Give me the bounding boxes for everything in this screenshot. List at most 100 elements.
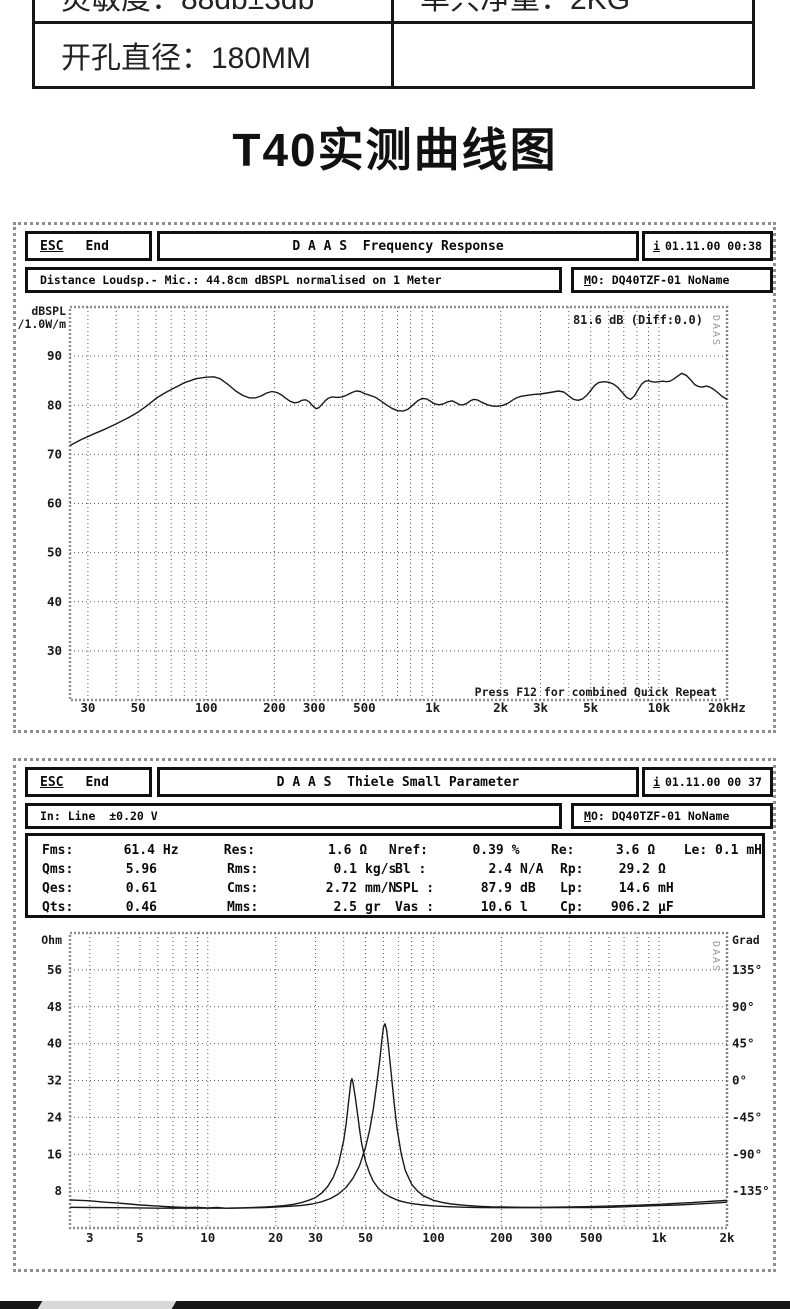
grid	[70, 933, 728, 1228]
ts-param-label: Lp:	[560, 881, 584, 896]
ts-param-label: Le: 0.1 mH	[683, 843, 762, 858]
svg-text:30: 30	[80, 700, 95, 715]
esc-key-label: ESC	[40, 238, 64, 254]
svg-text:90°: 90°	[732, 999, 755, 1014]
level-annotation: 81.6 dB (Diff:0.0)	[573, 313, 703, 327]
ts-param-value: 87.9	[480, 881, 512, 896]
ts-param-unit: mm/N	[365, 881, 397, 896]
svg-text:50: 50	[131, 700, 146, 715]
ts-param-unit: µF	[658, 900, 674, 915]
spec-cell-sensitivity: 灵敏度：88db±3db	[35, 0, 394, 21]
model-name-box: MO: DQ40TZF-01 NoName	[571, 267, 773, 293]
ts-param-value: 0.61	[125, 881, 157, 896]
ts-parameters-table: Fms: 61.4 Hz Res: 1.6 Ω Nref: 0.39% Re: 3.6 Ω Le: 0…	[25, 833, 765, 918]
ts-param-label: Qes:	[42, 881, 74, 896]
timestamp: i 01.11.00 00 37	[642, 767, 773, 797]
svg-text:100: 100	[195, 700, 218, 715]
ts-param-unit	[157, 898, 227, 917]
ts-param-value: 10.6	[480, 900, 512, 915]
spec-cell-cutout-diameter: 开孔直径：180MM	[35, 24, 394, 86]
svg-text:-90°: -90°	[732, 1146, 762, 1161]
timestamp-text: 01.11.00 00:38	[665, 239, 762, 253]
svg-text:30: 30	[308, 1230, 323, 1245]
x-axis-tick-labels: 3 5 10 20 30 50 100 200 300 500 1k 2k	[86, 1230, 735, 1245]
ts-param-label: Nref:	[388, 843, 429, 858]
y-axis-right-label: Grad	[732, 933, 760, 947]
ts-param-unit: l	[520, 900, 528, 915]
svg-text:3: 3	[86, 1230, 94, 1245]
ts-param-label	[695, 879, 762, 898]
spec-cell-empty	[394, 24, 752, 86]
daas-watermark: DAAS	[710, 315, 721, 347]
ts-param-value: 0.1	[333, 862, 357, 877]
svg-text:0°: 0°	[732, 1073, 747, 1088]
y-axis-left-label: Ohm	[41, 933, 62, 947]
ts-param-unit	[157, 860, 227, 879]
y-axis-tick-labels: 56 135° 48 90° 40 45° 32 0° 24 -45° 16 -90° 8 -135°	[47, 962, 770, 1198]
svg-text:1k: 1k	[425, 700, 441, 715]
panel-title-text: D A A S Frequency Response	[292, 238, 504, 254]
y-axis-tick-labels: 90 80 70 60 50 40 30	[47, 348, 62, 658]
svg-text:40: 40	[47, 1036, 62, 1051]
svg-text:2k: 2k	[493, 700, 509, 715]
ts-param-value: 1.6	[327, 843, 352, 858]
table-row: 开孔直径：180MM	[35, 21, 752, 86]
ts-param-label: Rp:	[560, 862, 584, 877]
ts-param-label: Qms:	[42, 862, 74, 877]
ts-param-label: Rms:	[227, 862, 259, 877]
svg-text:135°: 135°	[732, 962, 762, 977]
svg-text:56: 56	[47, 962, 62, 977]
timestamp-text: 01.11.00 00 37	[665, 775, 762, 789]
spec-text: 单只净重：2KG	[420, 0, 630, 18]
input-level-text: In: Line ±0.20 V	[40, 809, 158, 823]
ts-param-value: 5.96	[125, 862, 157, 877]
ts-param-label: Fms:	[42, 843, 74, 858]
info-key-label: i	[653, 239, 660, 253]
ts-param-unit: %	[511, 843, 520, 858]
ts-param-value: 0.39	[472, 843, 504, 858]
ts-param-label: SPL :	[395, 881, 435, 896]
svg-text:70: 70	[47, 446, 62, 461]
ts-param-value: 2.4	[488, 862, 512, 877]
ts-param-value: 0.46	[125, 900, 157, 915]
input-level-info: In: Line ±0.20 V	[25, 803, 562, 829]
ts-param-value: 14.6	[618, 881, 650, 896]
impedance-chart: 56 135° 48 90° 40 45° 32 0° 24 -45° 16 -90° 8 -135° 3 5…	[41, 931, 770, 1245]
svg-text:dBSPL: dBSPL	[31, 304, 66, 318]
ts-param-value: 29.2	[618, 862, 650, 877]
svg-text:50: 50	[47, 545, 62, 560]
page-title: T40实测曲线图	[232, 124, 558, 176]
ts-param-label: Bl :	[395, 862, 427, 877]
svg-text:3k: 3k	[533, 700, 549, 715]
svg-text:500: 500	[353, 700, 376, 715]
ts-param-row: Qes: 0.61 Cms: 2.72 mm/N SPL : 87.9 dB Lp: 14.6 mH	[42, 879, 762, 898]
esc-end-keys: ESC End	[25, 767, 152, 797]
footer-bar	[0, 1301, 790, 1309]
svg-text:32: 32	[47, 1073, 62, 1088]
frequency-response-chart: 90 80 70 60 50 40 30 30 50 100 200 300 500 1k 2k 3k 5k 10…	[18, 304, 746, 715]
measurement-info-text: Distance Loudsp.- Mic.: 44.8cm dBSPL nor…	[40, 273, 442, 287]
ts-param-row: Qms: 5.96 Rms: 0.1 kg/s Bl : 2.4 N/A Rp: 29.2 Ω	[42, 860, 762, 879]
daas-watermark: DAAS	[710, 941, 721, 973]
table-row: 灵敏度：88db±3db 单只净重：2KG	[35, 0, 752, 21]
grid	[70, 307, 728, 700]
ts-param-unit: kg/s	[365, 862, 397, 877]
ts-param-unit: Ω	[359, 843, 368, 858]
model-name-box: MO: DQ40TZF-01 NoName	[571, 803, 773, 829]
x-axis-tick-labels: 30 50 100 200 300 500 1k 2k 3k 5k 10k 20kHz	[80, 700, 745, 715]
esc-key-label: ESC	[40, 774, 64, 790]
ts-param-label: Qts:	[42, 900, 74, 915]
svg-text:-45°: -45°	[732, 1109, 762, 1124]
svg-text:8: 8	[54, 1183, 62, 1198]
hint-annotation: Press F12 for combined Quick Repeat	[475, 685, 717, 699]
ts-param-value: 3.6	[615, 843, 640, 858]
svg-text:60: 60	[47, 496, 62, 511]
spec-text: 灵敏度：88db±3db	[61, 0, 314, 18]
ts-param-label: Res:	[223, 843, 256, 858]
svg-text:1k: 1k	[652, 1230, 668, 1245]
info-key-label: i	[653, 775, 660, 789]
ts-param-unit: Hz	[162, 843, 179, 858]
ts-param-unit: gr	[365, 900, 381, 915]
svg-text:16: 16	[47, 1146, 62, 1161]
spec-text: 开孔直径：180MM	[61, 42, 312, 75]
